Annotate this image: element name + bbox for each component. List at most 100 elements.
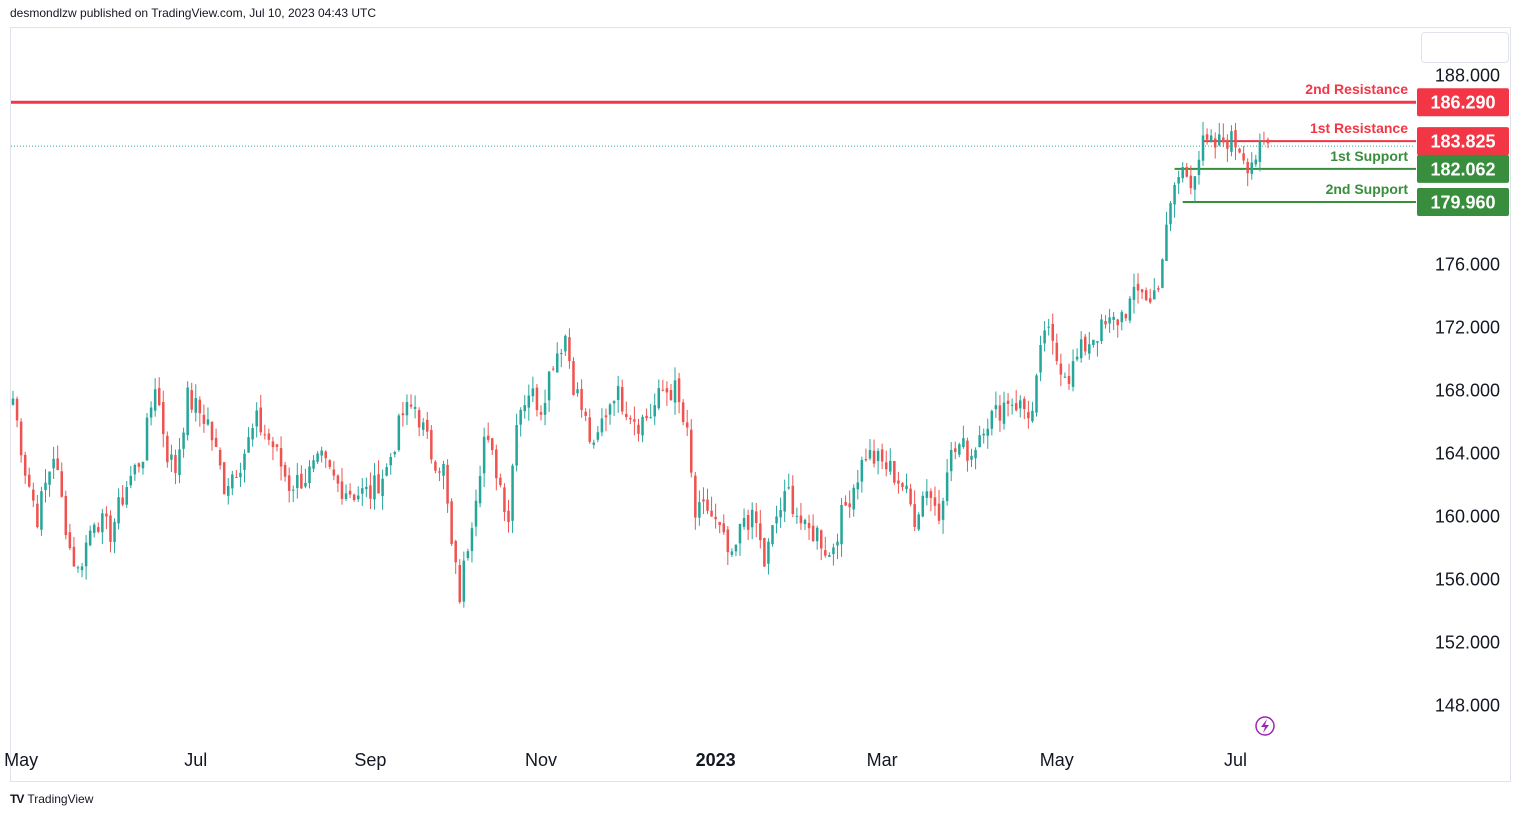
candle-body xyxy=(1218,134,1221,146)
candle-body xyxy=(641,416,644,436)
candle-body xyxy=(1006,400,1010,404)
support-level[interactable]: 2nd Support 179.960 xyxy=(1182,181,1509,216)
candle-body xyxy=(576,389,579,394)
candle xyxy=(304,468,307,489)
level-price-label: 186.290 xyxy=(1430,93,1495,113)
candle-body xyxy=(125,487,128,505)
candle xyxy=(685,409,689,437)
candle-body xyxy=(32,489,35,501)
candle xyxy=(1209,129,1213,143)
candle xyxy=(466,548,470,561)
candle xyxy=(1234,122,1237,160)
candle xyxy=(413,395,417,419)
candle xyxy=(958,442,961,458)
candle xyxy=(15,396,19,428)
candle-body xyxy=(507,510,510,523)
candle-body xyxy=(1181,167,1184,179)
candle xyxy=(129,466,133,489)
candle-body xyxy=(1136,283,1140,291)
candle xyxy=(917,512,920,532)
candle xyxy=(80,562,84,578)
candle-body xyxy=(320,450,323,456)
support-level[interactable]: 1st Support 182.062 xyxy=(1174,148,1509,183)
candle-body xyxy=(600,418,604,433)
candle xyxy=(405,394,409,425)
candle xyxy=(1153,278,1156,300)
candle-body xyxy=(754,511,758,523)
candle-body xyxy=(795,515,799,517)
candle-body xyxy=(466,551,470,559)
candle xyxy=(1071,349,1075,392)
y-tick-label: 152.000 xyxy=(1435,633,1500,653)
candle-body xyxy=(933,497,937,506)
candle xyxy=(1213,132,1217,159)
candle-body xyxy=(974,449,977,459)
candle xyxy=(876,448,880,475)
footer-brand[interactable]: TradingView xyxy=(27,792,94,806)
candle-body xyxy=(149,407,153,418)
candle xyxy=(381,469,384,510)
candle xyxy=(945,458,949,506)
candle-body xyxy=(531,388,535,397)
candle xyxy=(921,491,925,518)
candle xyxy=(214,428,218,448)
candle-body xyxy=(369,485,372,499)
candle-body xyxy=(486,435,490,440)
candle xyxy=(218,447,222,470)
candle xyxy=(815,525,819,550)
candle-body xyxy=(1250,162,1254,174)
candle xyxy=(889,448,892,475)
candle-body xyxy=(300,473,303,489)
level-price-badge xyxy=(1417,154,1509,183)
replay-bolt-icon[interactable] xyxy=(1255,716,1275,736)
candle xyxy=(1047,318,1050,336)
candle xyxy=(1189,165,1193,195)
candle xyxy=(1063,372,1067,379)
candle xyxy=(718,521,721,534)
candle-body xyxy=(153,389,157,411)
candle xyxy=(868,439,872,461)
candle-body xyxy=(694,475,697,518)
candle-body xyxy=(344,493,348,499)
candle-body xyxy=(685,422,689,428)
candle xyxy=(616,375,620,413)
candle xyxy=(604,408,608,432)
candle-body xyxy=(470,528,474,552)
candle-body xyxy=(316,453,319,462)
candle xyxy=(450,498,453,547)
candle-body xyxy=(584,411,587,416)
candle xyxy=(962,425,965,449)
candle xyxy=(348,483,352,499)
candle xyxy=(458,559,462,604)
candle-body xyxy=(442,464,445,476)
candle-body xyxy=(954,448,957,452)
y-tick-label: 172.000 xyxy=(1435,317,1500,337)
candle-body xyxy=(174,455,177,473)
chart-toolbar-box[interactable] xyxy=(1421,32,1509,63)
candle xyxy=(1238,147,1241,154)
candle-body xyxy=(198,399,202,414)
candle xyxy=(1250,152,1254,180)
candle xyxy=(1181,162,1184,183)
candle xyxy=(507,499,510,533)
candle-body xyxy=(962,438,965,448)
resistance-level[interactable]: 1st Resistance 183.825 xyxy=(1203,120,1509,156)
candles-layer xyxy=(11,121,1270,608)
candle xyxy=(803,518,807,531)
candle xyxy=(470,522,474,563)
candle-body xyxy=(763,538,766,567)
candle-body xyxy=(1092,339,1095,345)
candle xyxy=(324,450,327,468)
candle-body xyxy=(381,478,384,497)
candle-body xyxy=(702,499,705,502)
resistance-level[interactable]: 2nd Resistance 186.290 xyxy=(11,81,1509,117)
candle xyxy=(210,421,214,451)
candle-body xyxy=(1063,376,1067,378)
candle-body xyxy=(1067,376,1071,384)
candle-body xyxy=(677,378,681,403)
publisher-line: desmondlzw published on TradingView.com,… xyxy=(10,6,376,20)
candle-body xyxy=(478,476,482,504)
level-price-badge xyxy=(1417,88,1509,117)
candle-body xyxy=(998,405,1002,421)
